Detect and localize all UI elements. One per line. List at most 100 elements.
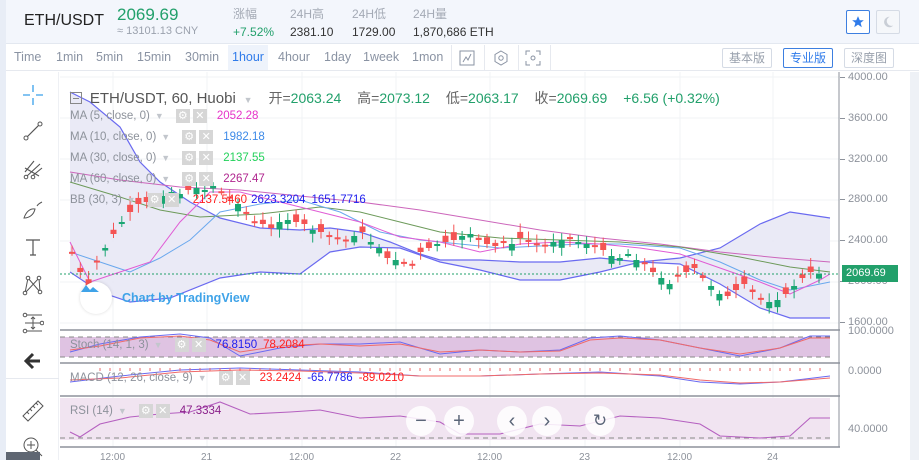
chevron-down-icon[interactable]: ▼: [153, 340, 163, 350]
stat-volume: 24H量 1,870,686 ETH: [413, 7, 494, 39]
last-price: 2069.69: [117, 5, 179, 24]
close-icon[interactable]: ✕: [164, 193, 179, 207]
pattern-tool[interactable]: [20, 272, 46, 298]
chevron-down-icon[interactable]: ▼: [161, 132, 171, 142]
ruler-icon: [22, 400, 44, 422]
indicator-button[interactable]: [458, 49, 476, 67]
gear-icon[interactable]: ⚙: [182, 130, 197, 144]
toolbar-separator: [550, 45, 551, 70]
crosshair-tool[interactable]: [20, 82, 46, 108]
gear-icon[interactable]: ⚙: [174, 338, 189, 352]
chevron-down-icon[interactable]: ▼: [197, 373, 207, 383]
cny-equivalent: ≈ 13101.13 CNY: [117, 25, 199, 37]
interval-time[interactable]: Time: [14, 50, 42, 64]
collapse-icon[interactable]: [70, 92, 82, 104]
scroll-left-icon: ‹: [508, 409, 516, 432]
reset-chart-button[interactable]: ↻: [585, 406, 615, 436]
price-label: 3200.00: [848, 153, 888, 165]
text-tool[interactable]: [20, 234, 46, 260]
zoom-in-button[interactable]: +: [444, 406, 474, 436]
gear-icon[interactable]: ⚙: [218, 371, 233, 385]
zoom-out-button[interactable]: −: [406, 406, 436, 436]
fullscreen-icon: [525, 50, 541, 66]
chevron-down-icon[interactable]: ▼: [243, 95, 253, 105]
price-chart[interactable]: ETH/USDT, 60, Huobi ▼ 开=2063.24 高=2073.1…: [60, 72, 840, 460]
view-basic-button[interactable]: 基本版: [722, 48, 773, 68]
brush-tool[interactable]: [20, 196, 46, 222]
pitchfork-tool[interactable]: [20, 156, 46, 182]
hide-toolbar-button[interactable]: [20, 348, 46, 374]
text-icon: [26, 239, 40, 256]
view-depth-button[interactable]: 深度图: [844, 48, 895, 68]
time-label: 12:00: [289, 452, 315, 460]
gear-icon[interactable]: ⚙: [175, 109, 190, 123]
tradingview-logo-icon: [80, 282, 112, 314]
fullscreen-button[interactable]: [524, 49, 542, 67]
scroll-right-button[interactable]: ›: [532, 406, 562, 436]
rsi-scale-label: 40.0000: [848, 423, 888, 435]
gear-icon[interactable]: ⚙: [147, 193, 162, 207]
close-icon[interactable]: ✕: [191, 338, 206, 352]
price-scale[interactable]: 4000.00 3600.00 3200.00 2800.00 2400.00 …: [840, 71, 919, 460]
interval-1min[interactable]: 1min: [56, 50, 84, 64]
chart-canvas[interactable]: [60, 72, 840, 460]
interval-5min[interactable]: 5min: [96, 50, 124, 64]
legend-ma5[interactable]: MA (5, close, 0) ▼ ⚙ ✕ 2052.28: [70, 109, 259, 123]
interval-1mon[interactable]: 1mon: [412, 50, 444, 64]
stat-low: 24H低 1729.00: [352, 7, 396, 39]
legend-ma10[interactable]: MA (10, close, 0) ▼ ⚙ ✕ 1982.18: [70, 130, 265, 144]
ohlc-open: 2063.24: [290, 90, 342, 106]
interval-1day[interactable]: 1day: [324, 50, 352, 64]
scroll-left-button[interactable]: ‹: [497, 406, 527, 436]
chart-symbol-title: ETH/USDT, 60, Huobi: [89, 90, 236, 107]
chevron-down-icon[interactable]: ▼: [126, 195, 136, 205]
settings-icon: [494, 50, 508, 66]
close-icon[interactable]: ✕: [199, 151, 214, 165]
close-icon[interactable]: ✕: [199, 172, 214, 186]
chevron-down-icon[interactable]: ▼: [161, 153, 171, 163]
close-icon[interactable]: ✕: [199, 130, 214, 144]
tools-divider: [6, 378, 59, 379]
ohlc-change: +6.56 (+0.32%): [623, 90, 720, 106]
interval-1hour[interactable]: 1hour: [228, 45, 268, 70]
theme-toggle-button[interactable]: [876, 10, 900, 34]
crosshair-icon: [23, 85, 43, 105]
chevron-down-icon[interactable]: ▼: [161, 174, 171, 184]
chevron-down-icon[interactable]: ▼: [154, 111, 164, 121]
interval-1week[interactable]: 1week: [363, 50, 400, 64]
close-icon[interactable]: ✕: [235, 371, 250, 385]
view-pro-button[interactable]: 专业版: [783, 48, 834, 68]
price-label: 3600.00: [848, 112, 888, 124]
close-icon[interactable]: ✕: [155, 404, 170, 418]
close-icon[interactable]: ✕: [192, 109, 207, 123]
back-arrow-icon: [23, 352, 40, 370]
time-label: 22: [390, 452, 402, 460]
favorite-button[interactable]: [846, 10, 870, 34]
stat-high: 24H高 2381.10: [290, 7, 334, 39]
interval-15min[interactable]: 15min: [137, 50, 172, 64]
legend-ma30[interactable]: MA (30, close, 0) ▼ ⚙ ✕ 2137.55: [70, 151, 265, 165]
measure-tool[interactable]: [20, 310, 46, 336]
current-price-tag: 2069.69: [842, 265, 898, 282]
legend-bb[interactable]: BB (30, 3) ▼ ⚙ ✕ 2137.5460 2623.3204 1651.…: [70, 193, 366, 207]
gear-icon[interactable]: ⚙: [138, 404, 153, 418]
ohlc-low: 2063.17: [468, 90, 519, 106]
tools-footer: [6, 452, 40, 460]
chevron-down-icon[interactable]: ▼: [117, 406, 127, 416]
legend-ma60[interactable]: MA (60, close, 0) ▼ ⚙ ✕ 2267.47: [70, 172, 265, 186]
gear-icon[interactable]: ⚙: [182, 172, 197, 186]
price-label: 4000.00: [848, 71, 888, 83]
zoom-in-icon: +: [453, 409, 465, 432]
interval-30min[interactable]: 30min: [185, 50, 220, 64]
settings-button[interactable]: [492, 49, 510, 67]
legend-rsi[interactable]: RSI (14) ▼ ⚙ ✕ 47.3334: [70, 404, 222, 418]
legend-stoch[interactable]: Stoch (14, 1, 3) ▼ ⚙ ✕ 76.8150 78.2084: [70, 338, 305, 352]
interval-4hour[interactable]: 4hour: [278, 50, 310, 64]
trend-line-tool[interactable]: [20, 118, 46, 144]
legend-macd[interactable]: MACD (12, 26, close, 9) ▼ ⚙ ✕ 23.2424 -65.…: [70, 371, 405, 385]
time-label: 23: [579, 452, 591, 460]
gear-icon[interactable]: ⚙: [182, 151, 197, 165]
stoch-scale-label: 100.0000: [848, 325, 894, 337]
tradingview-watermark[interactable]: Chart by TradingView: [80, 282, 250, 314]
ruler-tool[interactable]: [20, 398, 46, 424]
